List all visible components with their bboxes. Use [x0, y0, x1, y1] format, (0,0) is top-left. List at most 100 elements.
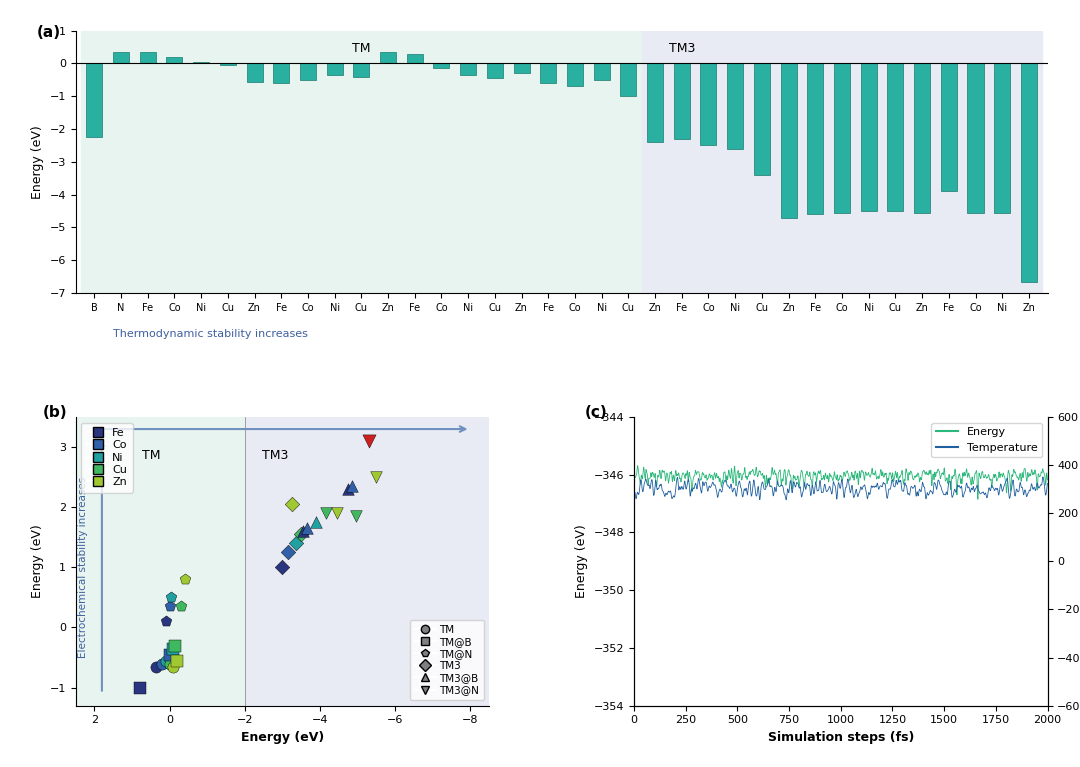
- Bar: [76, 417, 245, 706]
- Bar: [460, 64, 476, 75]
- Bar: [246, 64, 262, 81]
- Text: TM: TM: [141, 449, 160, 462]
- Point: [280, 546, 297, 558]
- Bar: [995, 64, 1010, 212]
- Bar: [727, 64, 743, 149]
- Text: (b): (b): [42, 406, 67, 420]
- Temperature: [1029, 486, 1042, 495]
- Temperature: [1037, 472, 1050, 482]
- Point: [328, 507, 346, 519]
- Point: [318, 507, 335, 519]
- Bar: [300, 64, 316, 80]
- Bar: [487, 64, 503, 78]
- Text: Thermodynamic stability increases: Thermodynamic stability increases: [113, 328, 308, 339]
- Bar: [968, 64, 984, 212]
- Bar: [701, 64, 716, 146]
- Energy: [971, 495, 984, 504]
- Bar: [326, 64, 342, 75]
- Bar: [834, 64, 850, 212]
- Point: [343, 480, 361, 492]
- Point: [295, 525, 312, 538]
- Bar: [888, 64, 903, 211]
- Bar: [353, 64, 369, 77]
- Y-axis label: Energy (eV): Energy (eV): [31, 125, 44, 199]
- Bar: [540, 64, 556, 83]
- Point: [165, 643, 183, 655]
- Temperature: [1041, 479, 1054, 488]
- Point: [163, 591, 180, 604]
- X-axis label: Energy (eV): Energy (eV): [241, 731, 324, 744]
- Point: [153, 657, 171, 670]
- Bar: [941, 64, 957, 192]
- Point: [168, 654, 186, 667]
- Point: [165, 660, 183, 673]
- Bar: [139, 52, 156, 64]
- Point: [166, 640, 184, 652]
- Energy: [828, 472, 841, 482]
- Bar: [914, 64, 930, 212]
- Bar: [642, 31, 1042, 293]
- X-axis label: Simulation steps (fs): Simulation steps (fs): [768, 731, 914, 744]
- Point: [298, 522, 315, 535]
- Point: [161, 648, 178, 660]
- Energy: [1029, 470, 1042, 479]
- Point: [172, 601, 189, 613]
- Point: [339, 483, 356, 495]
- Text: TM3: TM3: [669, 41, 694, 54]
- Text: (a): (a): [37, 25, 60, 41]
- Point: [158, 654, 175, 667]
- Energy: [954, 471, 967, 480]
- Energy: [818, 476, 831, 485]
- Energy: [649, 469, 662, 479]
- Point: [148, 660, 165, 673]
- Energy: [1041, 476, 1054, 485]
- Text: Electrochemical stability increases: Electrochemical stability increases: [78, 477, 89, 658]
- Legend: Fe, Co, Ni, Cu, Zn: Fe, Co, Ni, Cu, Zn: [81, 423, 133, 492]
- Legend: Energy, Temperature: Energy, Temperature: [931, 423, 1042, 457]
- Bar: [380, 52, 396, 64]
- Point: [176, 573, 193, 585]
- Bar: [245, 417, 489, 706]
- Bar: [647, 64, 663, 142]
- Energy: [631, 461, 644, 470]
- Text: (c): (c): [584, 406, 607, 420]
- Point: [293, 528, 310, 541]
- Point: [161, 601, 178, 613]
- Bar: [594, 64, 610, 80]
- Bar: [674, 64, 690, 139]
- Bar: [861, 64, 877, 211]
- Temperature: [780, 495, 793, 505]
- Bar: [407, 54, 422, 64]
- Text: TM3: TM3: [261, 449, 288, 462]
- Text: TM: TM: [352, 41, 370, 54]
- Bar: [113, 52, 129, 64]
- Point: [161, 657, 178, 670]
- Energy: [1029, 469, 1042, 479]
- Y-axis label: Energy (eV): Energy (eV): [31, 525, 44, 598]
- Point: [158, 615, 175, 627]
- Line: Energy: Energy: [634, 466, 1048, 499]
- Point: [273, 561, 291, 574]
- Bar: [86, 64, 103, 137]
- Y-axis label: Energy (eV): Energy (eV): [575, 525, 589, 598]
- Bar: [807, 64, 823, 214]
- Temperature: [627, 491, 640, 500]
- Bar: [754, 64, 770, 175]
- Energy: [627, 472, 640, 481]
- Point: [347, 510, 364, 522]
- Bar: [166, 57, 183, 64]
- Bar: [81, 31, 642, 293]
- Bar: [193, 62, 210, 64]
- Bar: [513, 64, 529, 74]
- Bar: [567, 64, 583, 87]
- Temperature: [1029, 486, 1042, 495]
- Line: Temperature: Temperature: [634, 477, 1048, 500]
- Point: [283, 498, 300, 510]
- Point: [368, 471, 386, 483]
- Point: [308, 516, 325, 528]
- Temperature: [954, 482, 967, 492]
- Bar: [273, 64, 289, 83]
- Point: [361, 435, 378, 447]
- Point: [131, 681, 148, 693]
- Point: [287, 537, 305, 549]
